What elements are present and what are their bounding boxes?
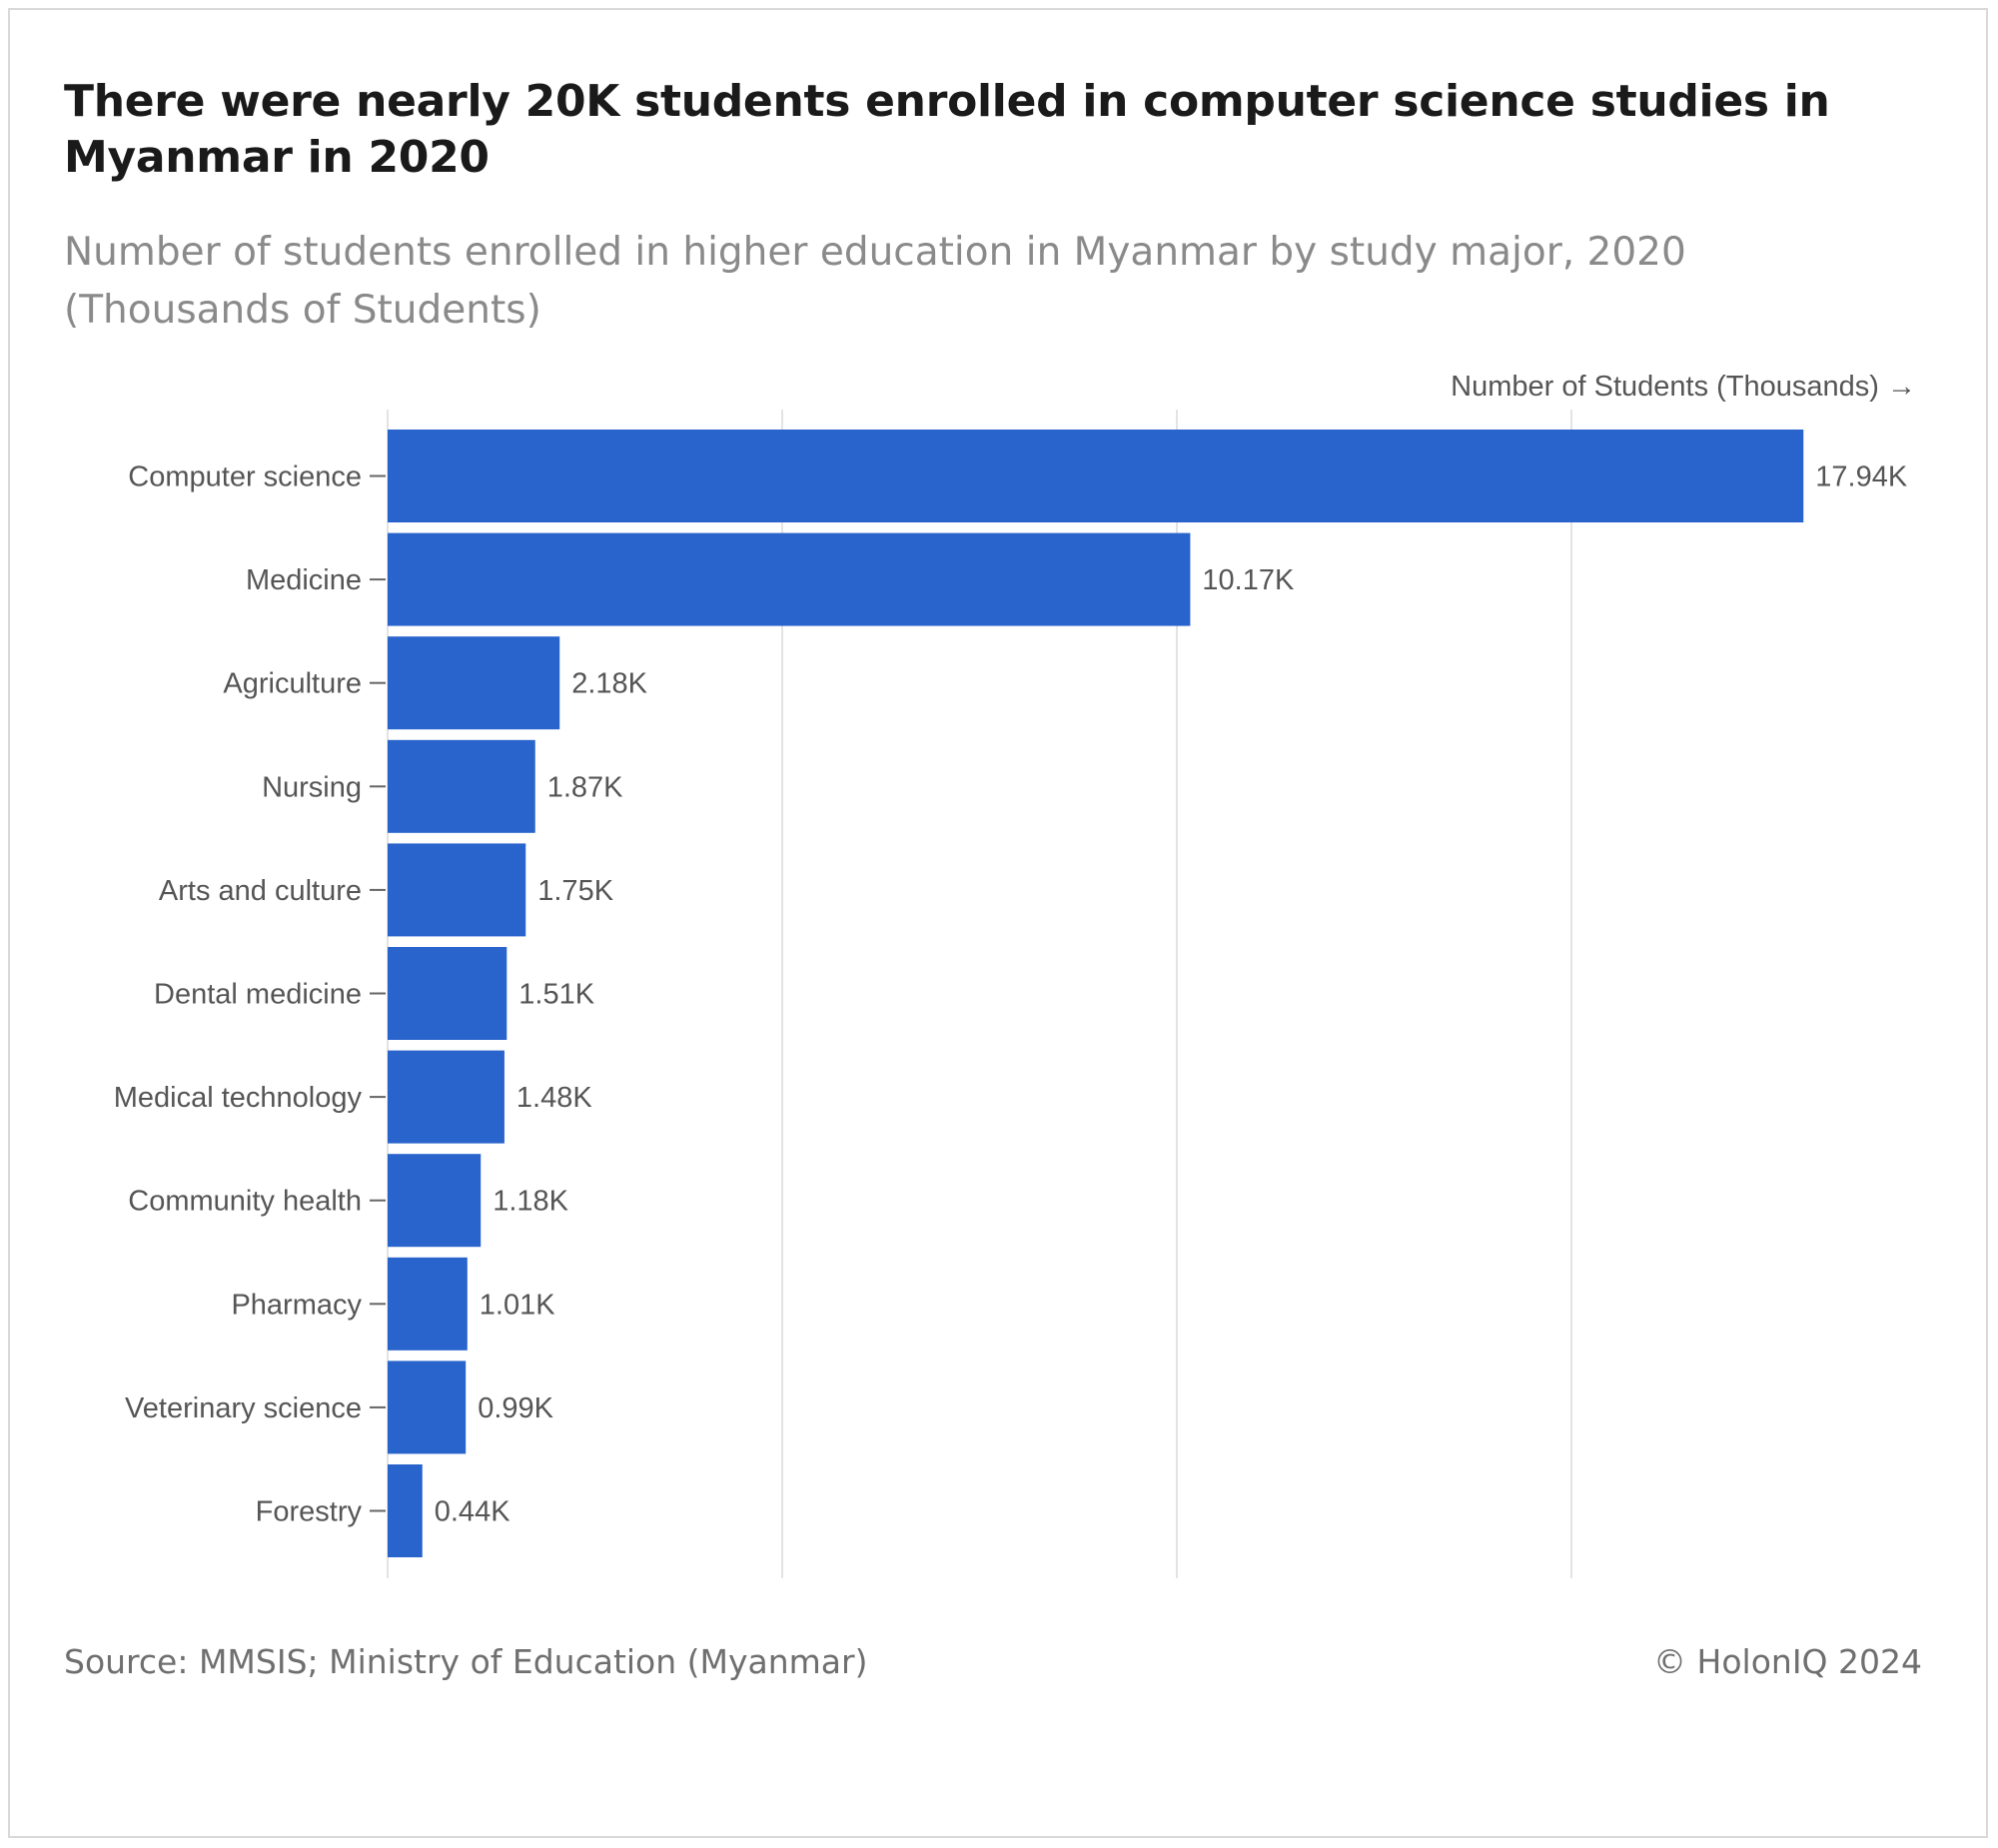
data-labels: 17.94K 10.17K 2.18K 1.87K 1.75K 1.51K 1.48K 1.1… (435, 462, 1908, 1528)
bar (388, 430, 1804, 522)
data-label: 1.01K (480, 1289, 555, 1321)
category-label: Forestry (256, 1496, 363, 1528)
category-label: Medical technology (114, 1082, 363, 1114)
data-label: 0.99K (478, 1392, 553, 1424)
copyright-note: © HolonIQ 2024 (1653, 1642, 1922, 1681)
data-label: 1.48K (516, 1082, 592, 1114)
data-label: 10.17K (1202, 564, 1295, 596)
chart-card (8, 8, 1988, 1838)
chart-title: There were nearly 20K students enrolled … (64, 76, 1830, 183)
bar (388, 532, 1191, 626)
data-label: 1.18K (493, 1186, 568, 1218)
bar (388, 947, 507, 1040)
bar (388, 1464, 423, 1557)
bar (388, 1361, 467, 1454)
bar (388, 1257, 468, 1351)
data-label: 1.51K (518, 979, 594, 1011)
bar (388, 1050, 504, 1144)
data-label: 1.87K (547, 771, 623, 803)
chart-subtitle: Number of students enrolled in higher ed… (64, 230, 1686, 333)
bar (388, 1154, 482, 1248)
category-label: Community health (128, 1186, 362, 1218)
x-axis-title: Number of Students (Thousands) → (1451, 371, 1916, 403)
category-label: Agriculture (223, 668, 362, 700)
data-label: 17.94K (1815, 462, 1908, 493)
bar (388, 843, 526, 937)
category-label: Medicine (246, 564, 362, 596)
category-label: Dental medicine (154, 979, 362, 1011)
category-axis: Computer science Medicine Agriculture Nursi… (114, 462, 386, 1528)
source-note: Source: MMSIS; Ministry of Education (My… (64, 1642, 868, 1681)
category-label: Computer science (128, 462, 362, 493)
bar (388, 739, 535, 833)
bar (388, 636, 560, 730)
data-label: 1.75K (537, 875, 613, 907)
bars (388, 430, 1804, 1557)
data-label: 2.18K (571, 668, 647, 700)
category-label: Arts and culture (159, 875, 362, 907)
data-label: 0.44K (435, 1496, 510, 1528)
category-label: Veterinary science (125, 1392, 362, 1424)
category-label: Nursing (262, 771, 362, 803)
category-label: Pharmacy (231, 1289, 362, 1321)
